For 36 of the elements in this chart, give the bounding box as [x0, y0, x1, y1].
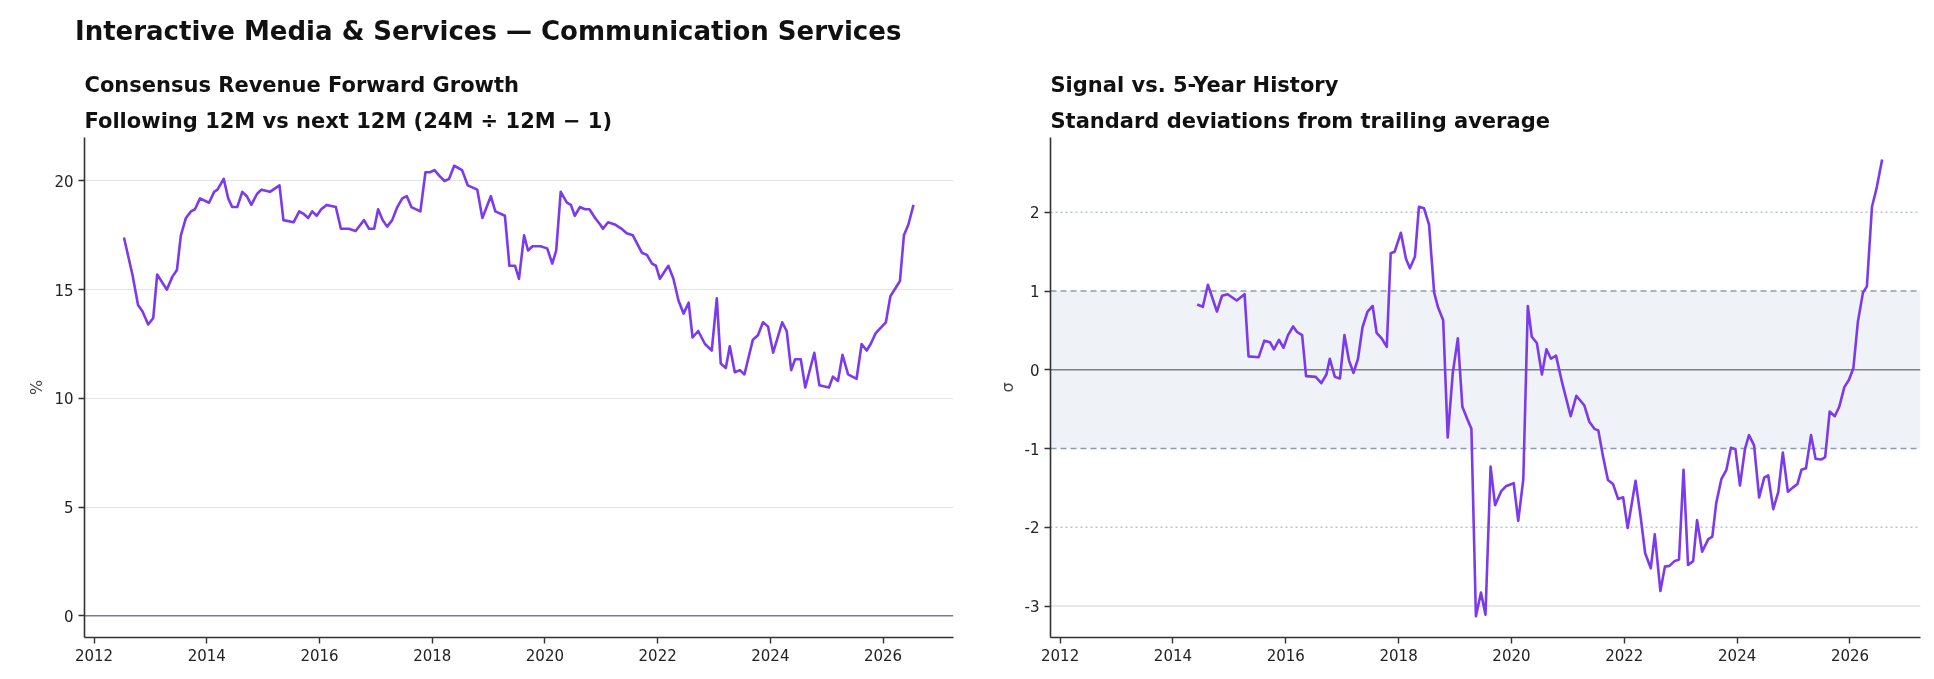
x-tick-label: 2012: [1041, 646, 1080, 665]
y-tick-label: -2: [1024, 519, 1040, 538]
y-axis-title: σ: [997, 382, 1017, 393]
x-tick-label: 2012: [74, 646, 114, 665]
x-tick-label: 2026: [1830, 646, 1870, 665]
x-tick-label: 2024: [1718, 646, 1757, 665]
x-tick-label: 2016: [300, 646, 339, 665]
chart-title: Consensus Revenue Forward Growth: [84, 72, 519, 97]
text: Interactive Media & Services — Communication Services: [75, 15, 902, 48]
x-tick-label: 2016: [1266, 646, 1305, 665]
y-tick-label: -3: [1024, 598, 1040, 616]
y-axis-title: %: [27, 379, 47, 396]
x-tick-label: 2014: [1153, 646, 1193, 665]
y-tick-label: -1: [1024, 440, 1040, 459]
y-tick-label: 10: [54, 390, 74, 409]
x-tick-label: 2020: [1492, 646, 1531, 665]
x-tick-label: 2020: [525, 646, 565, 665]
y-tick-label: 0: [63, 607, 74, 626]
y-tick-label: 20: [54, 172, 74, 191]
x-tick-label: 2026: [863, 646, 903, 665]
line-series: [122, 164, 915, 389]
y-tick-label: 15: [54, 281, 74, 300]
chart-subtitle: Following 12M vs next 12M (24M ÷ 12M − 1): [84, 108, 613, 133]
y-tick-label: 0: [1029, 361, 1040, 380]
x-tick-label: 2018: [413, 646, 452, 665]
x-tick-label: 2014: [187, 646, 226, 665]
x-tick-label: 2018: [1379, 646, 1418, 665]
x-tick-label: 2024: [751, 646, 790, 665]
y-tick-label: 2: [1029, 204, 1040, 223]
x-tick-label: 2022: [1605, 646, 1644, 665]
y-tick-label: 1: [1029, 283, 1040, 302]
y-tick-label: 5: [63, 499, 74, 518]
chart-title: Signal vs. 5-Year History: [1050, 72, 1339, 97]
line-series: [1195, 158, 1884, 618]
chart-subtitle: Standard deviations from trailing average: [1050, 108, 1550, 133]
x-tick-label: 2022: [638, 646, 677, 665]
